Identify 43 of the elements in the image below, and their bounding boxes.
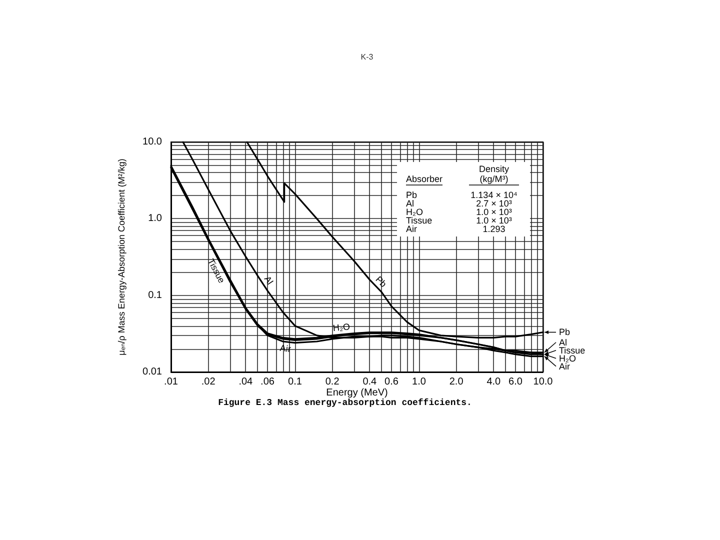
x-tick-label: 0.4 — [362, 376, 378, 388]
legend-label: Tissue — [559, 345, 586, 356]
x-tick-label: .06 — [260, 376, 275, 388]
y-tick-label: 0.1 — [148, 290, 162, 301]
x-tick-label: .02 — [201, 376, 216, 388]
annotation: 1.0 × 10³ — [476, 207, 512, 217]
y-tick-label: 10.0 — [142, 136, 162, 148]
x-tick-label: 1.0 — [412, 376, 426, 388]
annotation: H₂O — [332, 322, 350, 334]
annotation: H₂O — [406, 207, 423, 217]
x-tick-label: 10.0 — [533, 376, 554, 388]
annotation: 1.0 × 10³ — [476, 216, 512, 226]
annotation: 1.293 — [482, 224, 506, 234]
y-axis-title: μₑₙ/ρ Mass Energy-Absorption Coefficient (M²/kg) — [116, 158, 126, 356]
annotation: 1.134 × 10⁴ — [470, 190, 518, 200]
annotation: Absorber — [406, 174, 443, 184]
x-tick-label: 0.6 — [384, 376, 399, 388]
annotation: Pb — [406, 190, 418, 200]
legend-label: H₂O — [559, 353, 576, 364]
annotation: Al — [406, 198, 414, 208]
annotation: Air — [406, 224, 417, 234]
annotation: Density (kg/M³) — [478, 164, 510, 184]
annotation: Tissue — [206, 256, 227, 285]
series-label: Air — [559, 361, 570, 372]
annotation: Pb — [374, 274, 388, 290]
annotation: Tissue — [406, 216, 432, 226]
x-tick-label: 6.0 — [508, 376, 523, 388]
annotation: Al — [262, 274, 276, 286]
x-tick-label: 0.2 — [325, 376, 340, 388]
annotation: Air — [279, 342, 292, 354]
x-tick-label: .01 — [164, 376, 178, 388]
x-tick-label: .04 — [238, 376, 254, 388]
text: K-3 — [360, 52, 374, 62]
legend-label: Pb — [559, 327, 570, 338]
legend-label: Al — [559, 337, 568, 348]
x-axis-title: Energy (MeV) — [326, 387, 388, 398]
x-tick-label: 0.1 — [288, 376, 302, 388]
y-tick-label: 1.0 — [148, 213, 162, 224]
text: Figure E.3 Mass energy-absorption coefficients. — [218, 398, 472, 408]
x-tick-label: 4.0 — [486, 376, 502, 388]
annotation: 2.7 × 10³ — [476, 198, 512, 208]
y-tick-label: 0.01 — [142, 366, 162, 378]
x-tick-label: 2.0 — [449, 376, 464, 388]
